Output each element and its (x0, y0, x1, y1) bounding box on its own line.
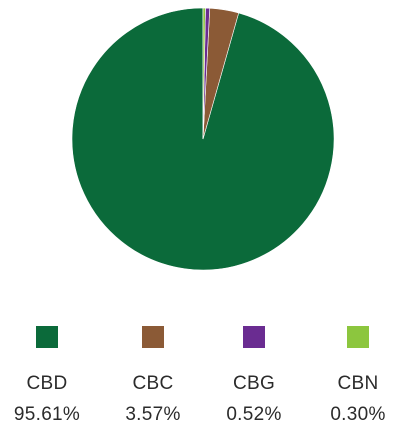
legend-label-cbd: CBD (26, 373, 68, 394)
legend-swatch-cbg (243, 326, 265, 348)
legend-value-cbc: 3.57% (125, 404, 181, 425)
legend-value-cbd: 95.61% (13, 404, 81, 425)
legend-swatch-cbc (142, 326, 164, 348)
legend-label-cbc: CBC (132, 373, 174, 394)
legend-value-cbg: 0.52% (226, 404, 282, 425)
legend-swatch-cbd (36, 326, 58, 348)
legend-label-cbn: CBN (337, 373, 379, 394)
pie-chart (71, 7, 335, 271)
legend-value-cbn: 0.30% (330, 404, 386, 425)
legend-item-cbc: CBC 3.57% (108, 318, 198, 428)
legend-item-cbd: CBD 95.61% (2, 318, 92, 428)
pie-slice-cbn (202, 7, 206, 140)
chart-legend: CBD 95.61% CBC 3.57% CBG 0.52% CBN 0.30% (0, 318, 394, 428)
legend-label-cbg: CBG (232, 373, 276, 394)
legend-swatch-cbn (347, 326, 369, 348)
legend-item-cbg: CBG 0.52% (209, 318, 299, 428)
legend-item-cbn: CBN 0.30% (313, 318, 394, 428)
